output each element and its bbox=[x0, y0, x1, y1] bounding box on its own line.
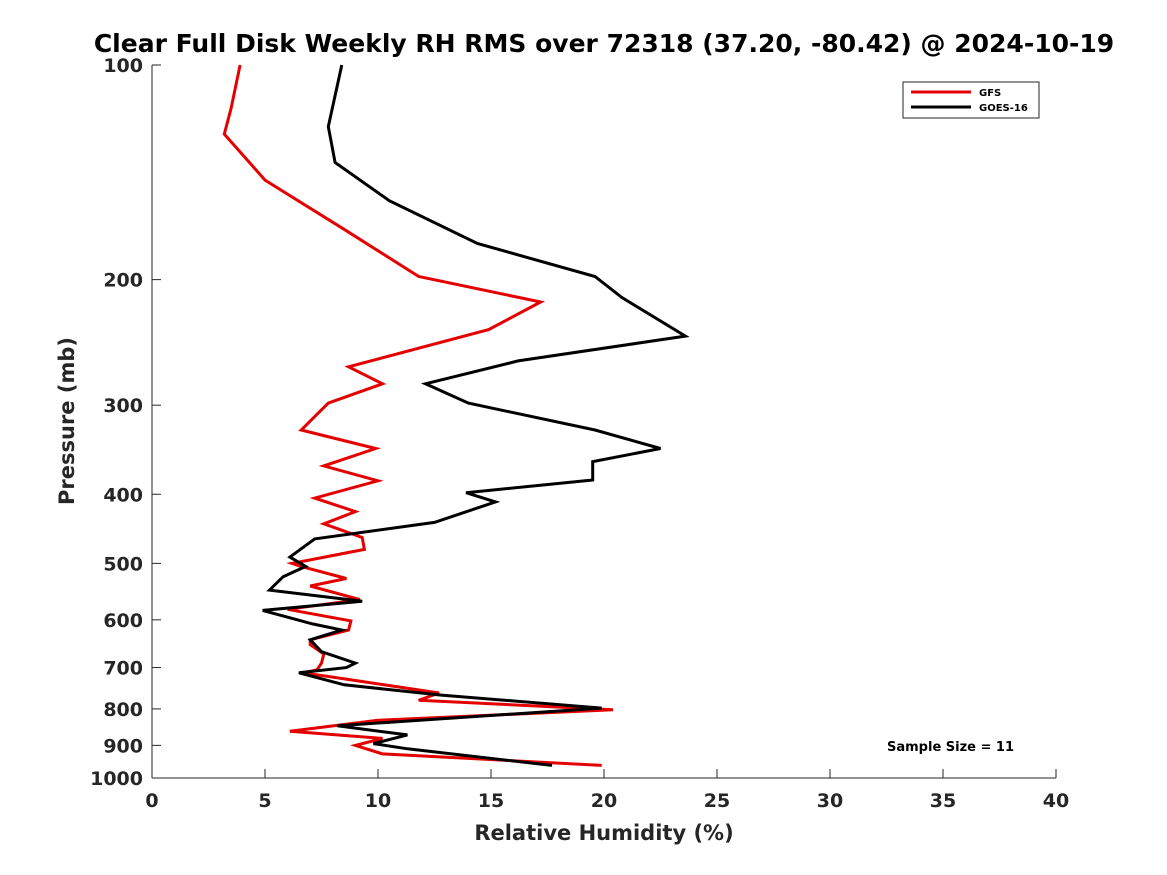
x-tick-label: 35 bbox=[930, 790, 956, 812]
x-tick-label: 20 bbox=[591, 790, 617, 812]
legend-label-gfs: GFS bbox=[979, 88, 1001, 99]
plot-area: 0 5 10 15 20 25 30 35 40 100 200 300 400 500 600 700 800… bbox=[90, 55, 1069, 812]
x-tick-label: 30 bbox=[817, 790, 843, 812]
y-tick-label: 400 bbox=[103, 484, 143, 506]
legend-box bbox=[902, 81, 1040, 119]
legend-label-goes-16: GOES-16 bbox=[979, 103, 1028, 114]
series-line-gfs bbox=[222, 64, 614, 767]
x-tick-label: 5 bbox=[258, 790, 271, 812]
y-axis-label: Pressure (mb) bbox=[55, 337, 79, 505]
series-line-goes-16 bbox=[262, 64, 690, 767]
y-tick-label: 100 bbox=[103, 55, 143, 77]
y-tick-label: 1000 bbox=[90, 768, 143, 790]
y-tick-label: 700 bbox=[103, 658, 143, 680]
y-tick-label: 300 bbox=[103, 395, 143, 417]
x-tick-label: 40 bbox=[1043, 790, 1069, 812]
chart-title: Clear Full Disk Weekly RH RMS over 72318… bbox=[94, 29, 1114, 58]
y-tick-label: 500 bbox=[103, 553, 143, 575]
x-tick-label: 15 bbox=[478, 790, 504, 812]
y-tick-label: 800 bbox=[103, 699, 143, 721]
y-tick-label: 600 bbox=[103, 610, 143, 632]
x-axis-label: Relative Humidity (%) bbox=[474, 821, 733, 845]
x-tick-label: 0 bbox=[145, 790, 158, 812]
x-tick-label: 25 bbox=[704, 790, 730, 812]
y-tick-label: 200 bbox=[103, 270, 143, 292]
x-tick-label: 10 bbox=[365, 790, 391, 812]
sample-size-annotation: Sample Size = 11 bbox=[887, 740, 1014, 755]
y-tick-label: 900 bbox=[103, 735, 143, 757]
